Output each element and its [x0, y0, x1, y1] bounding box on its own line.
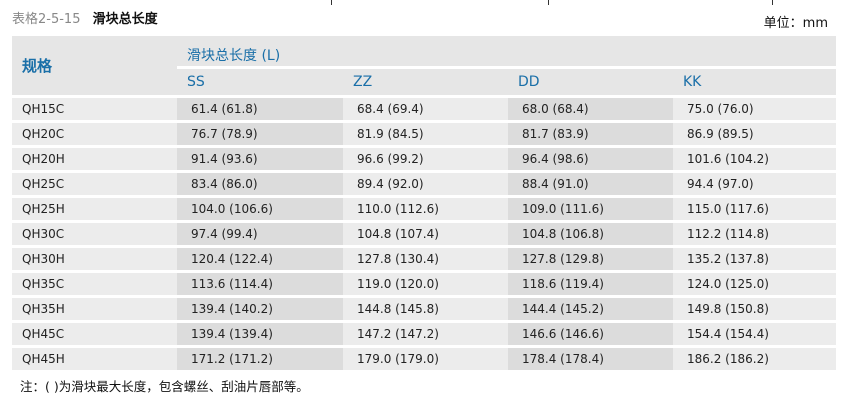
spec-cell: QH30H	[12, 248, 177, 270]
value-cell-ss: 113.6 (114.4)	[177, 273, 343, 295]
value-cell-zz: 89.4 (92.0)	[343, 173, 508, 195]
value-cell-ss: 97.4 (99.4)	[177, 223, 343, 245]
value-cell-ss: 139.4 (139.4)	[177, 323, 343, 345]
value-cell-zz: 127.8 (130.4)	[343, 248, 508, 270]
table-row: QH15C 61.4 (61.8) 68.4 (69.4) 68.0 (68.4) 75…	[12, 98, 836, 120]
table-row: QH45C 139.4 (139.4) 147.2 (147.2) 146.6 (14…	[12, 323, 836, 345]
table-row: QH30C 97.4 (99.4) 104.8 (107.4) 104.8 (106.…	[12, 223, 836, 245]
table-row: QH20C 76.7 (78.9) 81.9 (84.5) 81.7 (83.9) 86…	[12, 123, 836, 145]
crop-mark	[772, 0, 773, 5]
spec-cell: QH20H	[12, 148, 177, 170]
value-cell-dd: 118.6 (119.4)	[508, 273, 673, 295]
table-note: 注：( )为滑块最大长度，包含螺丝、刮油片唇部等。	[20, 379, 309, 394]
spec-cell: QH35C	[12, 273, 177, 295]
value-cell-dd: 81.7 (83.9)	[508, 123, 673, 145]
spec-cell: QH45C	[12, 323, 177, 345]
value-cell-kk: 115.0 (117.6)	[673, 198, 836, 220]
slider-length-table: 规格 滑块总长度 (L) SS ZZ DD KK QH15C 61.4 (61.8…	[12, 33, 836, 373]
spec-cell: QH25H	[12, 198, 177, 220]
value-cell-kk: 94.4 (97.0)	[673, 173, 836, 195]
value-cell-kk: 186.2 (186.2)	[673, 348, 836, 370]
value-cell-zz: 119.0 (120.0)	[343, 273, 508, 295]
value-cell-zz: 68.4 (69.4)	[343, 98, 508, 120]
column-header-ss: SS	[177, 69, 343, 95]
table-row: QH25H 104.0 (106.6) 110.0 (112.6) 109.0 (11…	[12, 198, 836, 220]
spec-cell: QH45H	[12, 348, 177, 370]
spec-cell: QH20C	[12, 123, 177, 145]
value-cell-ss: 171.2 (171.2)	[177, 348, 343, 370]
value-cell-kk: 101.6 (104.2)	[673, 148, 836, 170]
value-cell-ss: 120.4 (122.4)	[177, 248, 343, 270]
value-cell-kk: 112.2 (114.8)	[673, 223, 836, 245]
value-cell-kk: 124.0 (125.0)	[673, 273, 836, 295]
value-cell-dd: 127.8 (129.8)	[508, 248, 673, 270]
table-row: QH30H 120.4 (122.4) 127.8 (130.4) 127.8 (12…	[12, 248, 836, 270]
value-cell-ss: 91.4 (93.6)	[177, 148, 343, 170]
value-cell-ss: 104.0 (106.6)	[177, 198, 343, 220]
group-header: 滑块总长度 (L)	[177, 36, 836, 66]
table-row: QH25C 83.4 (86.0) 89.4 (92.0) 88.4 (91.0) 94…	[12, 173, 836, 195]
table-title: 滑块总长度	[92, 12, 158, 27]
value-cell-zz: 147.2 (147.2)	[343, 323, 508, 345]
value-cell-dd: 96.4 (98.6)	[508, 148, 673, 170]
value-cell-zz: 179.0 (179.0)	[343, 348, 508, 370]
table-caption: 表格2-5-15 滑块总长度	[12, 8, 158, 27]
value-cell-kk: 135.2 (137.8)	[673, 248, 836, 270]
value-cell-zz: 96.6 (99.2)	[343, 148, 508, 170]
value-cell-kk: 86.9 (89.5)	[673, 123, 836, 145]
crop-mark	[331, 0, 332, 5]
value-cell-ss: 61.4 (61.8)	[177, 98, 343, 120]
column-header-zz: ZZ	[343, 69, 508, 95]
spec-cell: QH25C	[12, 173, 177, 195]
value-cell-dd: 68.0 (68.4)	[508, 98, 673, 120]
spec-cell: QH35H	[12, 298, 177, 320]
value-cell-ss: 83.4 (86.0)	[177, 173, 343, 195]
table-row: QH20H 91.4 (93.6) 96.6 (99.2) 96.4 (98.6) 10…	[12, 148, 836, 170]
value-cell-zz: 81.9 (84.5)	[343, 123, 508, 145]
column-header-dd: DD	[508, 69, 673, 95]
value-cell-dd: 178.4 (178.4)	[508, 348, 673, 370]
value-cell-dd: 144.4 (145.2)	[508, 298, 673, 320]
spec-header: 规格	[12, 36, 177, 95]
value-cell-dd: 88.4 (91.0)	[508, 173, 673, 195]
value-cell-kk: 149.8 (150.8)	[673, 298, 836, 320]
value-cell-dd: 104.8 (106.8)	[508, 223, 673, 245]
value-cell-dd: 109.0 (111.6)	[508, 198, 673, 220]
value-cell-zz: 110.0 (112.6)	[343, 198, 508, 220]
column-header-kk: KK	[673, 69, 836, 95]
unit-label: 单位：mm	[763, 16, 828, 31]
spec-cell: QH30C	[12, 223, 177, 245]
table-row: QH45H 171.2 (171.2) 179.0 (179.0) 178.4 (17…	[12, 348, 836, 370]
value-cell-ss: 76.7 (78.9)	[177, 123, 343, 145]
spec-cell: QH15C	[12, 98, 177, 120]
value-cell-zz: 104.8 (107.4)	[343, 223, 508, 245]
value-cell-zz: 144.8 (145.8)	[343, 298, 508, 320]
value-cell-dd: 146.6 (146.6)	[508, 323, 673, 345]
value-cell-kk: 154.4 (154.4)	[673, 323, 836, 345]
value-cell-kk: 75.0 (76.0)	[673, 98, 836, 120]
table-row: QH35H 139.4 (140.2) 144.8 (145.8) 144.4 (14…	[12, 298, 836, 320]
table-row: QH35C 113.6 (114.4) 119.0 (120.0) 118.6 (11…	[12, 273, 836, 295]
crop-mark	[548, 0, 549, 5]
value-cell-ss: 139.4 (140.2)	[177, 298, 343, 320]
table-number: 表格2-5-15	[12, 12, 81, 27]
